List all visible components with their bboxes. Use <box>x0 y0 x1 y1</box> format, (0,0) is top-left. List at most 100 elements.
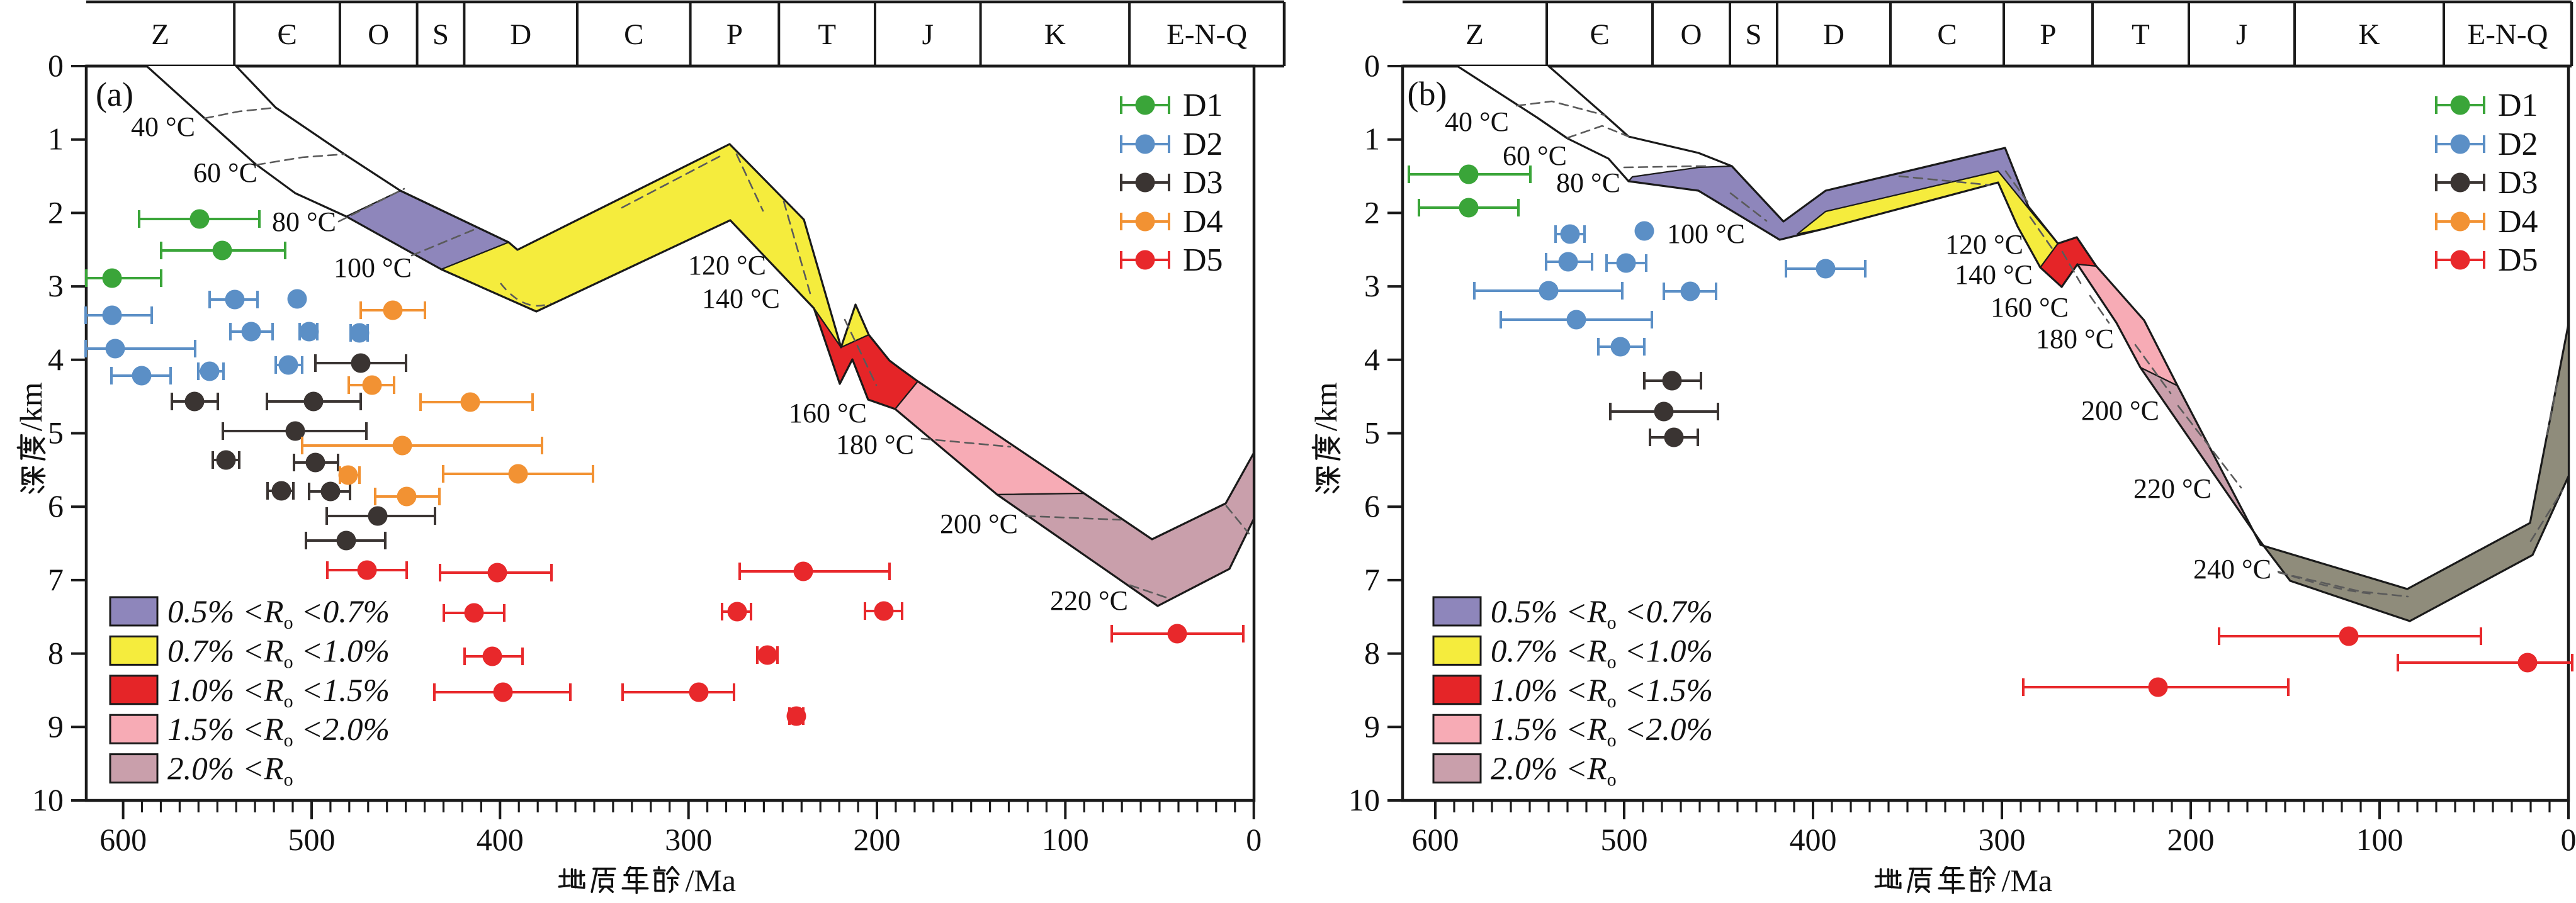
svg-text:160 °C: 160 °C <box>1991 292 2069 323</box>
svg-text:200 °C: 200 °C <box>940 508 1018 539</box>
svg-text:P: P <box>2040 18 2056 51</box>
svg-text:7: 7 <box>1364 562 1380 597</box>
svg-text:220 °C: 220 °C <box>2133 473 2212 504</box>
svg-text:8: 8 <box>1364 636 1380 671</box>
svg-text:/Ma: /Ma <box>686 863 737 898</box>
svg-text:200 °C: 200 °C <box>2081 395 2159 426</box>
svg-text:300: 300 <box>665 822 712 857</box>
svg-text:300: 300 <box>1979 822 2026 857</box>
svg-text:200: 200 <box>854 822 901 857</box>
svg-text:40 °C: 40 °C <box>131 111 195 142</box>
svg-text:120 °C: 120 °C <box>1945 229 2023 260</box>
svg-text:D4: D4 <box>2498 204 2538 240</box>
svg-text:C: C <box>624 18 643 51</box>
svg-text:100: 100 <box>1042 822 1089 857</box>
svg-text:160 °C: 160 °C <box>789 398 867 429</box>
svg-text:120 °C: 120 °C <box>688 250 766 281</box>
svg-text:10: 10 <box>32 782 64 817</box>
svg-text:1: 1 <box>1364 121 1380 157</box>
svg-text:500: 500 <box>288 822 336 857</box>
svg-text:Z: Z <box>151 18 169 51</box>
svg-text:/Ma: /Ma <box>2002 863 2053 898</box>
svg-text:S: S <box>1745 18 1761 51</box>
svg-text:0.7% <Ro <1.0%: 0.7% <Ro <1.0% <box>167 634 390 672</box>
svg-text:80 °C: 80 °C <box>272 206 336 237</box>
svg-text:D: D <box>1823 18 1844 51</box>
svg-text:D5: D5 <box>2498 242 2538 278</box>
svg-text:8: 8 <box>48 636 64 671</box>
svg-text:D3: D3 <box>2498 165 2538 201</box>
svg-text:Є: Є <box>1590 18 1609 51</box>
svg-text:1.0% <Ro <1.5%: 1.0% <Ro <1.5% <box>167 673 390 712</box>
svg-text:4: 4 <box>48 342 64 377</box>
svg-text:600: 600 <box>1412 822 1459 857</box>
svg-text:D: D <box>510 18 531 51</box>
svg-text:D1: D1 <box>1183 87 1223 123</box>
svg-text:100 °C: 100 °C <box>334 252 412 283</box>
svg-text:0: 0 <box>1364 48 1380 83</box>
svg-text:3: 3 <box>48 268 64 303</box>
svg-text:O: O <box>1681 18 1702 51</box>
svg-text:140 °C: 140 °C <box>702 283 780 314</box>
svg-text:O: O <box>368 18 389 51</box>
svg-text:D3: D3 <box>1183 165 1223 201</box>
svg-text:0.5% <Ro <0.7%: 0.5% <Ro <0.7% <box>1491 595 1713 633</box>
svg-text:1.5% <Ro <2.0%: 1.5% <Ro <2.0% <box>1491 712 1713 751</box>
svg-text:40 °C: 40 °C <box>1445 106 1509 137</box>
svg-text:10: 10 <box>1348 782 1380 817</box>
svg-text:2.0% <Ro: 2.0% <Ro <box>1491 752 1617 790</box>
svg-text:D5: D5 <box>1183 242 1223 278</box>
svg-text:1.5% <Ro <2.0%: 1.5% <Ro <2.0% <box>167 712 390 751</box>
svg-text:D4: D4 <box>1183 204 1223 240</box>
svg-text:C: C <box>1937 18 1957 51</box>
svg-text:180 °C: 180 °C <box>2036 323 2114 354</box>
svg-text:240 °C: 240 °C <box>2193 554 2271 585</box>
svg-text:200: 200 <box>2167 822 2215 857</box>
svg-text:/km: /km <box>13 382 48 431</box>
svg-text:1.0% <Ro <1.5%: 1.0% <Ro <1.5% <box>1491 673 1713 712</box>
svg-text:80 °C: 80 °C <box>1556 167 1620 198</box>
svg-text:6: 6 <box>48 488 64 524</box>
svg-text:D2: D2 <box>2498 126 2538 162</box>
svg-text:400: 400 <box>477 822 524 857</box>
svg-text:0: 0 <box>1246 822 1262 857</box>
svg-text:5: 5 <box>48 415 64 451</box>
svg-text:180 °C: 180 °C <box>836 429 914 460</box>
svg-text:D1: D1 <box>2498 87 2538 123</box>
svg-text:D2: D2 <box>1183 126 1223 162</box>
svg-text:6: 6 <box>1364 488 1380 524</box>
svg-text:0: 0 <box>48 48 64 83</box>
svg-text:500: 500 <box>1601 822 1648 857</box>
svg-text:Z: Z <box>1466 18 1484 51</box>
svg-text:(a): (a) <box>96 76 133 113</box>
svg-text:E-N-Q: E-N-Q <box>2468 18 2548 51</box>
svg-text:K: K <box>2359 18 2380 51</box>
svg-text:3: 3 <box>1364 268 1380 303</box>
svg-text:2: 2 <box>48 194 64 230</box>
svg-text:100 °C: 100 °C <box>1667 218 1745 249</box>
svg-text:J: J <box>2236 18 2247 51</box>
svg-text:1: 1 <box>48 121 64 157</box>
svg-text:400: 400 <box>1790 822 1837 857</box>
svg-text:0: 0 <box>2561 822 2576 857</box>
svg-text:J: J <box>922 18 934 51</box>
svg-text:Є: Є <box>277 18 297 51</box>
svg-text:7: 7 <box>48 562 64 597</box>
svg-text:S: S <box>432 18 449 51</box>
svg-text:T: T <box>2132 18 2150 51</box>
svg-text:2: 2 <box>1364 194 1380 230</box>
svg-text:T: T <box>818 18 836 51</box>
svg-text:E-N-Q: E-N-Q <box>1167 18 1247 51</box>
svg-text:0.7% <Ro <1.0%: 0.7% <Ro <1.0% <box>1491 634 1713 672</box>
svg-text:9: 9 <box>48 709 64 744</box>
svg-text:/km: /km <box>1308 382 1343 431</box>
svg-text:5: 5 <box>1364 415 1380 451</box>
svg-text:220 °C: 220 °C <box>1050 585 1128 616</box>
svg-text:60 °C: 60 °C <box>1503 140 1567 171</box>
svg-text:9: 9 <box>1364 709 1380 744</box>
svg-text:2.0% <Ro: 2.0% <Ro <box>167 752 293 790</box>
svg-text:(b): (b) <box>1408 75 1447 113</box>
svg-text:60 °C: 60 °C <box>193 157 257 188</box>
svg-text:0.5% <Ro <0.7%: 0.5% <Ro <0.7% <box>167 595 390 633</box>
svg-text:4: 4 <box>1364 342 1380 377</box>
